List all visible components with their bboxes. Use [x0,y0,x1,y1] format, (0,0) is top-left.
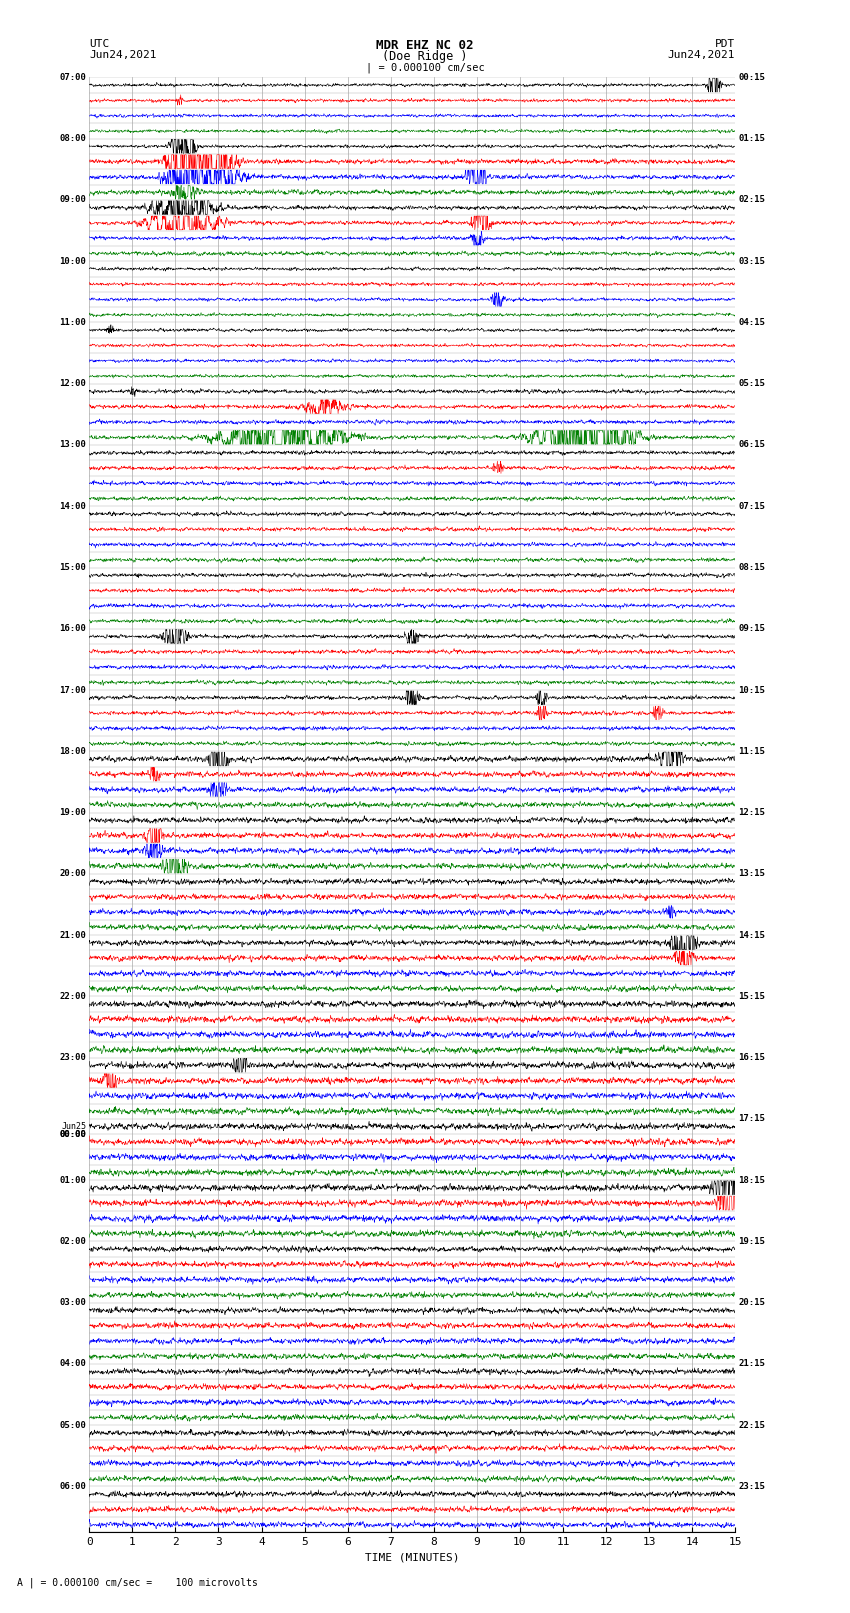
Text: 04:15: 04:15 [739,318,765,327]
Text: 07:00: 07:00 [60,73,86,82]
X-axis label: TIME (MINUTES): TIME (MINUTES) [365,1553,460,1563]
Text: 05:00: 05:00 [60,1421,86,1429]
Text: 17:00: 17:00 [60,686,86,695]
Text: 20:00: 20:00 [60,869,86,879]
Text: 21:00: 21:00 [60,931,86,939]
Text: 23:00: 23:00 [60,1053,86,1061]
Text: 06:00: 06:00 [60,1482,86,1490]
Text: 10:15: 10:15 [739,686,765,695]
Text: 19:00: 19:00 [60,808,86,818]
Text: 23:15: 23:15 [739,1482,765,1490]
Text: 11:00: 11:00 [60,318,86,327]
Text: 02:00: 02:00 [60,1237,86,1245]
Text: 10:00: 10:00 [60,256,86,266]
Text: 22:15: 22:15 [739,1421,765,1429]
Text: A | = 0.000100 cm/sec =    100 microvolts: A | = 0.000100 cm/sec = 100 microvolts [17,1578,258,1589]
Text: 19:15: 19:15 [739,1237,765,1245]
Text: 18:00: 18:00 [60,747,86,756]
Text: 05:15: 05:15 [739,379,765,389]
Text: 18:15: 18:15 [739,1176,765,1184]
Text: 07:15: 07:15 [739,502,765,511]
Text: 15:00: 15:00 [60,563,86,573]
Text: Jun24,2021: Jun24,2021 [89,50,156,60]
Text: 09:15: 09:15 [739,624,765,634]
Text: 09:00: 09:00 [60,195,86,205]
Text: 01:15: 01:15 [739,134,765,144]
Text: Jun25: Jun25 [61,1123,86,1131]
Text: 08:15: 08:15 [739,563,765,573]
Text: 17:15: 17:15 [739,1115,765,1123]
Text: 14:15: 14:15 [739,931,765,939]
Text: (Doe Ridge ): (Doe Ridge ) [382,50,468,63]
Text: 12:15: 12:15 [739,808,765,818]
Text: 08:00: 08:00 [60,134,86,144]
Text: 00:00: 00:00 [60,1129,86,1139]
Text: 00:15: 00:15 [739,73,765,82]
Text: Jun24,2021: Jun24,2021 [668,50,735,60]
Text: 12:00: 12:00 [60,379,86,389]
Text: 22:00: 22:00 [60,992,86,1000]
Text: 15:15: 15:15 [739,992,765,1000]
Text: PDT: PDT [715,39,735,48]
Text: | = 0.000100 cm/sec: | = 0.000100 cm/sec [366,63,484,74]
Text: 20:15: 20:15 [739,1298,765,1307]
Text: 16:00: 16:00 [60,624,86,634]
Text: 04:00: 04:00 [60,1360,86,1368]
Text: 13:00: 13:00 [60,440,86,450]
Text: 11:15: 11:15 [739,747,765,756]
Text: UTC: UTC [89,39,110,48]
Text: 21:15: 21:15 [739,1360,765,1368]
Text: 01:00: 01:00 [60,1176,86,1184]
Text: 00:00: 00:00 [60,1129,86,1139]
Text: 02:15: 02:15 [739,195,765,205]
Text: 03:00: 03:00 [60,1298,86,1307]
Text: 13:15: 13:15 [739,869,765,879]
Text: 06:15: 06:15 [739,440,765,450]
Text: 14:00: 14:00 [60,502,86,511]
Text: 16:15: 16:15 [739,1053,765,1061]
Text: MDR EHZ NC 02: MDR EHZ NC 02 [377,39,473,52]
Text: 03:15: 03:15 [739,256,765,266]
